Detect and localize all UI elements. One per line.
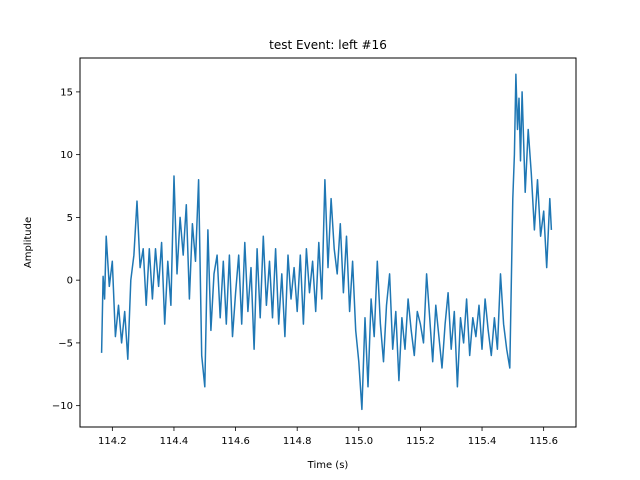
x-tick-label: 114.8 (283, 436, 312, 447)
y-tick-label: 15 (60, 87, 73, 98)
x-tick-label: 115.0 (344, 436, 373, 447)
x-axis-label: Time (s) (307, 460, 349, 471)
series-line-0 (100, 73, 553, 411)
x-tick-label: 115.2 (406, 436, 435, 447)
y-tick-label: −5 (58, 338, 73, 349)
y-tick-label: 10 (60, 150, 73, 161)
plot-frame (79, 57, 577, 428)
y-axis: −10 −5 0 5 10 15 (52, 87, 80, 412)
y-tick-label: 5 (67, 213, 73, 224)
chart-title: test Event: left #16 (269, 38, 387, 52)
y-axis-label: Amplitude (23, 217, 34, 268)
data-layer (100, 73, 553, 411)
y-tick-label: −10 (52, 401, 73, 412)
x-tick-label: 115.4 (468, 436, 497, 447)
x-tick-label: 114.2 (98, 436, 127, 447)
x-tick-label: 114.4 (160, 436, 189, 447)
x-tick-label: 114.6 (221, 436, 250, 447)
x-axis: 114.2 114.4 114.6 114.8 115.0 115.2 115.4 115.6 (98, 427, 558, 447)
x-tick-label: 115.6 (529, 436, 558, 447)
y-tick-label: 0 (67, 276, 73, 287)
